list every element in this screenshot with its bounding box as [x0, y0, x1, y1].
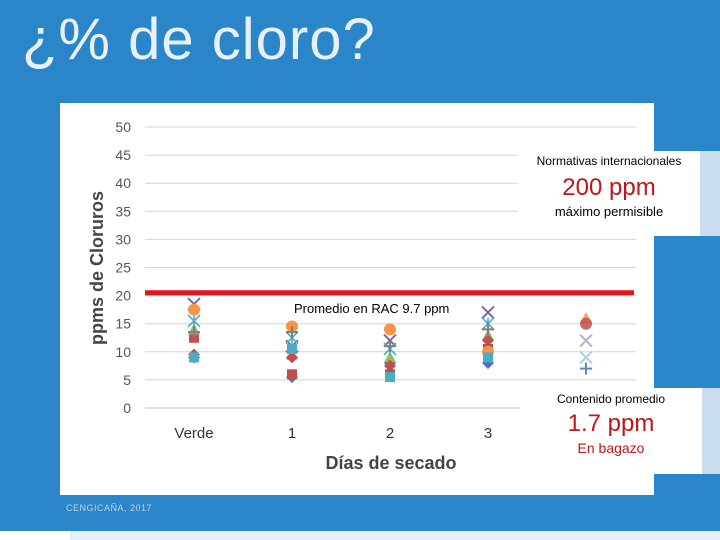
y-axis-title: ppms de Cloruros [87, 191, 107, 345]
callout-top-caption: Normativas internacionales [536, 154, 682, 168]
data-point [580, 317, 592, 330]
slide-title: ¿% de cloro? [22, 7, 376, 72]
y-tick-label: 15 [115, 316, 131, 332]
y-tick-label: 30 [115, 231, 131, 247]
data-point [286, 351, 298, 364]
data-point [481, 305, 495, 320]
footer-left-strip [0, 531, 70, 540]
x-tick-label: 3 [484, 425, 492, 442]
y-tick-label: 10 [115, 344, 131, 360]
x-tick-label: 2 [386, 425, 394, 442]
callout-top-accent [700, 151, 720, 236]
source-credit: CENGICAÑA, 2017 [66, 503, 153, 513]
data-point [286, 326, 298, 339]
data-point [384, 359, 396, 372]
callout-international-standard: Normativas internacionales 200 ppm máxim… [518, 151, 700, 236]
y-tick-label: 45 [115, 147, 131, 163]
x-tick-label: 1 [288, 425, 296, 442]
y-tick-label: 50 [115, 119, 131, 135]
data-point [580, 362, 592, 375]
footer-bar [70, 531, 720, 540]
data-point [385, 372, 395, 383]
data-point [188, 303, 200, 316]
y-tick-label: 0 [123, 400, 131, 416]
x-axis-title: Días de secado [325, 453, 456, 473]
data-point [384, 351, 396, 363]
data-point [579, 333, 593, 348]
callout-top-value: 200 ppm [562, 174, 656, 201]
y-tick-label: 35 [115, 203, 131, 219]
data-point [384, 323, 396, 336]
callout-bottom-note: En bagazo [577, 440, 645, 456]
axis-layer: 0 5 10 15 20 25 30 35 40 45 50 Verde 1 2 3 Días de seca… [87, 119, 636, 473]
data-point [482, 334, 494, 347]
callout-bottom-accent [702, 388, 720, 474]
y-tick-label: 20 [115, 288, 131, 304]
data-point [189, 352, 199, 363]
y-tick-label: 25 [115, 260, 131, 276]
data-point [187, 314, 201, 328]
y-tick-label: 40 [115, 175, 131, 191]
callout-bottom-value: 1.7 ppm [567, 410, 655, 437]
data-point [384, 340, 396, 353]
callout-bottom-caption: Contenido promedio [556, 392, 666, 406]
points-layer [187, 297, 593, 384]
data-point [287, 369, 297, 380]
average-line-label: Promedio en RAC 9.7 ppm [292, 301, 452, 316]
x-tick-label: Verde [174, 425, 213, 442]
data-point [287, 343, 297, 354]
data-point [579, 350, 593, 365]
callout-bagasse-average: Contenido promedio 1.7 ppm En bagazo [520, 388, 702, 474]
data-point [188, 326, 200, 339]
y-tick-label: 5 [123, 372, 131, 388]
data-point [483, 352, 493, 363]
data-point [482, 323, 494, 336]
callout-top-note: máximo permisible [554, 204, 664, 219]
